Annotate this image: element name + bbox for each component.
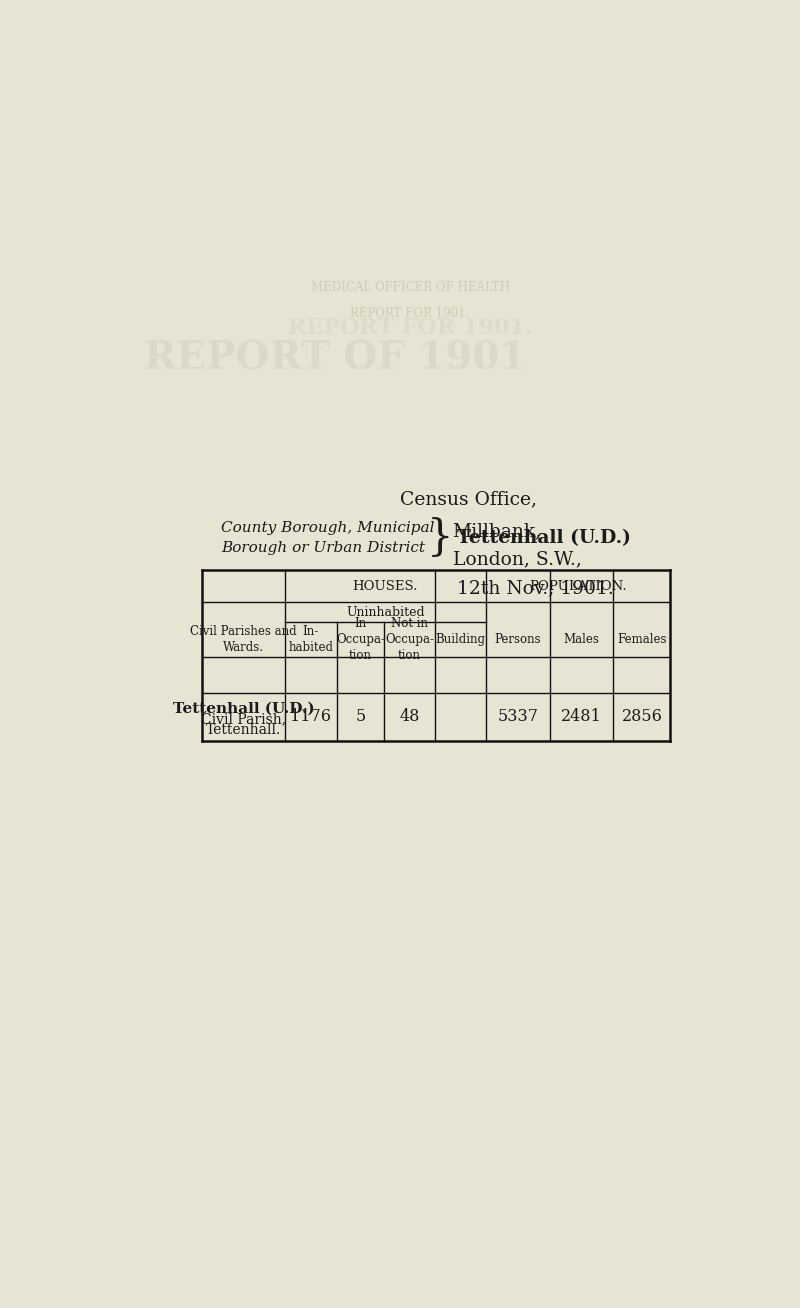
Text: REPORT FOR 1901.: REPORT FOR 1901. xyxy=(288,317,532,339)
Text: In
Occupa-
tion: In Occupa- tion xyxy=(336,617,385,662)
Text: Tettenhall (U.D.): Tettenhall (U.D.) xyxy=(173,701,314,715)
Text: MEDICAL OFFICER OF HEALTH: MEDICAL OFFICER OF HEALTH xyxy=(310,281,510,294)
Text: Building: Building xyxy=(435,633,486,646)
Text: In-
habited: In- habited xyxy=(288,625,334,654)
Text: Tettenhall (U.D.): Tettenhall (U.D.) xyxy=(457,528,631,547)
Text: 48: 48 xyxy=(399,709,419,726)
Text: Tettenhall.: Tettenhall. xyxy=(206,723,281,738)
Text: Uninhabited: Uninhabited xyxy=(346,606,425,619)
Text: POPULATION.: POPULATION. xyxy=(530,579,627,593)
Text: 12th Nov., 1901.: 12th Nov., 1901. xyxy=(458,579,614,596)
Text: HOUSES.: HOUSES. xyxy=(353,579,418,593)
Text: Not in
Occupa-
tion: Not in Occupa- tion xyxy=(385,617,434,662)
Text: 2481: 2481 xyxy=(562,709,602,726)
Text: Borough or Urban District: Borough or Urban District xyxy=(221,540,425,555)
Text: Persons: Persons xyxy=(494,633,541,646)
Text: 5: 5 xyxy=(355,709,366,726)
Text: Females: Females xyxy=(617,633,666,646)
Text: Males: Males xyxy=(564,633,600,646)
Text: Civil Parishes and
Wards.: Civil Parishes and Wards. xyxy=(190,625,297,654)
Text: REPORT FOR 1901.: REPORT FOR 1901. xyxy=(350,306,470,319)
Text: County Borough, Municipal: County Borough, Municipal xyxy=(221,521,434,535)
Text: 1176: 1176 xyxy=(290,709,331,726)
Text: 2856: 2856 xyxy=(622,709,662,726)
Text: }: } xyxy=(426,517,453,559)
Text: Census Office,: Census Office, xyxy=(400,490,538,509)
Text: Civil Parish,: Civil Parish, xyxy=(201,713,286,726)
Text: REPORT OF 1901: REPORT OF 1901 xyxy=(144,339,527,378)
Text: Millbank,: Millbank, xyxy=(452,523,542,540)
Text: 5337: 5337 xyxy=(498,709,538,726)
Text: London, S.W.,: London, S.W., xyxy=(453,551,582,569)
